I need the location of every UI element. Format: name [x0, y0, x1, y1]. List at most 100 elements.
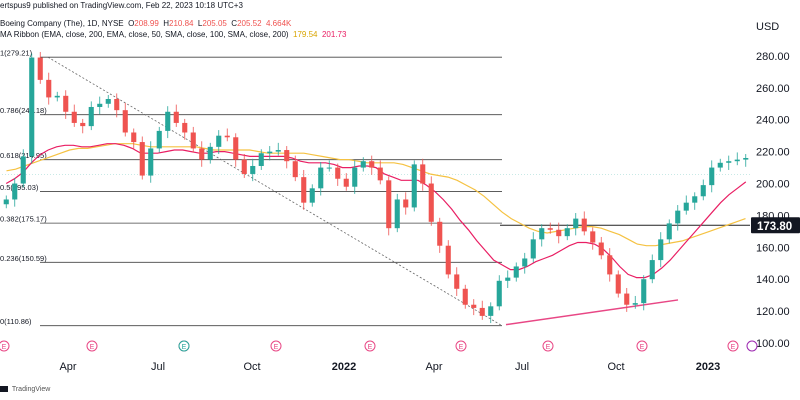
earnings-marker-label: E	[2, 344, 7, 351]
candle-body	[411, 164, 417, 208]
candle-body	[369, 161, 375, 168]
candle-body	[46, 79, 52, 98]
earnings-marker-label: E	[731, 344, 736, 351]
earnings-marker	[86, 340, 98, 352]
candle-body	[182, 122, 188, 133]
candle-body	[479, 307, 485, 316]
fib-level-label: 0.236(150.59)	[0, 254, 47, 263]
candle-body	[309, 188, 315, 203]
candle-body	[539, 228, 545, 240]
candle-body	[71, 111, 77, 123]
candle-body	[386, 180, 392, 229]
tradingview-logo-icon	[0, 386, 8, 393]
candle-body	[666, 223, 672, 240]
y-tick-label: 240.00	[756, 115, 790, 127]
candle-body	[88, 106, 94, 127]
candle-body	[658, 239, 664, 261]
y-tick-label: 140.00	[756, 274, 790, 286]
earnings-marker	[0, 340, 10, 352]
x-tick-label: Apr	[425, 361, 442, 373]
candle-body	[156, 130, 162, 149]
candle-body	[675, 210, 681, 224]
candle-body	[335, 167, 341, 179]
candle-body	[649, 260, 655, 280]
candle-body	[63, 95, 69, 112]
y-tick-label: 120.00	[756, 306, 790, 318]
candle-body	[624, 293, 630, 305]
candle-body	[522, 258, 528, 267]
candle-body	[352, 167, 358, 187]
candle-body	[139, 142, 145, 176]
upcoming-event-marker	[746, 340, 758, 352]
earnings-marker-label: E	[274, 344, 279, 351]
candle-body	[700, 185, 706, 197]
candle-body	[292, 161, 298, 178]
x-tick-label: 2022	[332, 361, 356, 373]
earnings-marker	[636, 340, 648, 352]
candle-body	[326, 167, 332, 169]
candle-body	[20, 156, 26, 184]
open-label: O	[128, 19, 135, 28]
high-label: H	[163, 19, 169, 28]
trend-line	[505, 299, 679, 326]
candle-body	[683, 202, 689, 211]
earnings-marker-label: E	[459, 344, 464, 351]
publisher-line: ertspus9 published on TradingView.com, F…	[0, 1, 243, 11]
candle-body	[12, 183, 18, 200]
candle-body	[598, 242, 604, 256]
publisher-text: ertspus9 published on TradingView.com, F…	[0, 1, 243, 10]
y-tick-label: 280.00	[756, 51, 790, 63]
candle-body	[190, 132, 196, 149]
symbol-name[interactable]: Boeing Company (The), 1D, NYSE	[0, 19, 124, 28]
candle-body	[445, 245, 451, 275]
indicator-name[interactable]: MA Ribbon (EMA, close, 200, EMA, close, …	[0, 30, 289, 39]
candle-body	[717, 162, 723, 168]
candle-body	[403, 199, 409, 208]
open-value: 208.99	[134, 19, 159, 28]
candle-body	[114, 99, 120, 111]
candle-body	[97, 103, 103, 107]
candle-body	[488, 306, 494, 316]
candle-body	[564, 228, 570, 237]
candle-body	[632, 303, 638, 305]
candle-body	[590, 231, 596, 243]
y-tick-label: 260.00	[756, 83, 790, 95]
low-value: 205.05	[202, 19, 227, 28]
y-tick-label: 100.00	[756, 338, 790, 350]
candle-body	[360, 161, 366, 168]
earnings-marker-label: E	[368, 344, 373, 351]
earnings-marker	[364, 340, 376, 352]
candle-body	[462, 288, 468, 305]
candle-body	[267, 151, 273, 154]
fib-level-label: 0.786(243.18)	[0, 106, 47, 115]
candle-body	[692, 196, 698, 203]
ema50-line	[5, 143, 747, 279]
fib-level-label: 0.382(175.17)	[0, 215, 47, 224]
earnings-marker	[270, 340, 282, 352]
candle-body	[216, 135, 222, 147]
price-badge-label: 173.80	[757, 221, 792, 233]
candle-body	[420, 164, 426, 184]
candle-body	[581, 218, 587, 232]
price-badge	[751, 217, 800, 234]
earnings-marker	[542, 340, 554, 352]
x-tick-label: Oct	[607, 361, 624, 373]
y-tick-label: 220.00	[756, 147, 790, 159]
candle-body	[233, 137, 239, 160]
candle-body	[607, 255, 613, 275]
candle-body	[530, 239, 536, 259]
candle-body	[437, 221, 443, 246]
candle-body	[734, 159, 740, 162]
candle-body	[573, 218, 579, 229]
candle-body	[641, 279, 647, 304]
y-axis-unit: USD	[756, 21, 779, 33]
candle-body	[615, 274, 621, 294]
candle-body	[505, 277, 511, 281]
y-tick-label: 200.00	[756, 179, 790, 191]
candle-body	[3, 199, 9, 205]
candle-body	[743, 158, 749, 160]
footer-brand: TradingView	[0, 386, 50, 393]
volume-value: 4.664K	[266, 19, 292, 28]
fib-level-label: 1(279.21)	[0, 49, 33, 58]
